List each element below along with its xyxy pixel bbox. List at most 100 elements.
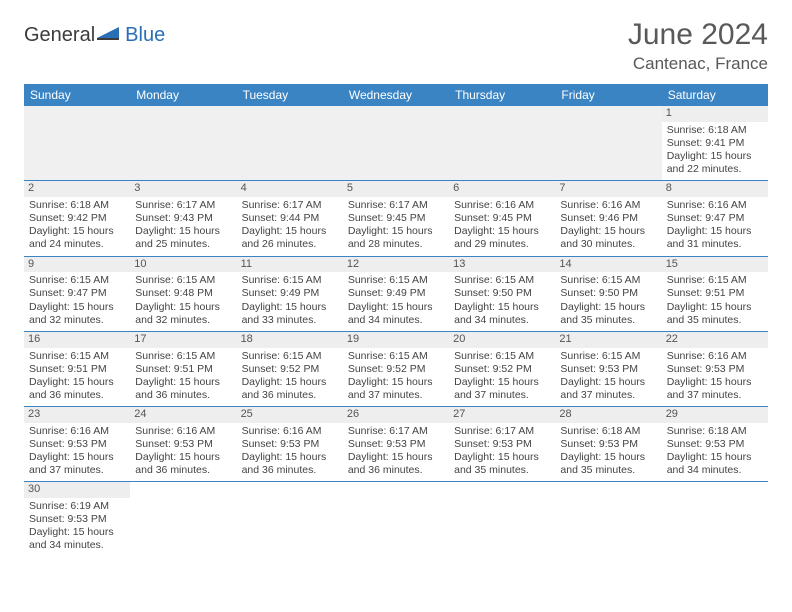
daylight-line: Daylight: 15 hours and 32 minutes. — [135, 301, 231, 327]
day-cell: 4Sunrise: 6:17 AMSunset: 9:44 PMDaylight… — [237, 181, 343, 256]
day-number: 30 — [24, 482, 130, 498]
day-info: Sunrise: 6:15 AMSunset: 9:50 PMDaylight:… — [453, 274, 551, 327]
sunrise-line: Sunrise: 6:16 AM — [242, 425, 338, 438]
sunset-line: Sunset: 9:53 PM — [454, 438, 550, 451]
sunrise-line: Sunrise: 6:15 AM — [135, 274, 231, 287]
daylight-line: Daylight: 15 hours and 36 minutes. — [135, 376, 231, 402]
weekday-header: Saturday — [662, 84, 768, 106]
weekday-header: Monday — [130, 84, 236, 106]
day-number: 6 — [449, 181, 555, 197]
calendar-row: 30 Sunrise: 6:19 AMSunset: 9:53 PMDayligh… — [24, 482, 768, 557]
daylight-line: Daylight: 15 hours and 34 minutes. — [454, 301, 550, 327]
day-number: 3 — [130, 181, 236, 197]
sunrise-line: Sunrise: 6:16 AM — [667, 199, 763, 212]
empty-cell — [130, 482, 236, 557]
sunrise-line: Sunrise: 6:16 AM — [135, 425, 231, 438]
calendar-row: 1Sunrise: 6:18 AMSunset: 9:41 PMDaylight… — [24, 106, 768, 181]
day-info: Sunrise: 6:16 AMSunset: 9:45 PMDaylight:… — [453, 199, 551, 252]
day-info: Sunrise: 6:15 AMSunset: 9:47 PMDaylight:… — [28, 274, 126, 327]
day-info: Sunrise: 6:16 AMSunset: 9:47 PMDaylight:… — [666, 199, 764, 252]
daylight-line: Daylight: 15 hours and 37 minutes. — [29, 451, 125, 477]
sunset-line: Sunset: 9:53 PM — [29, 438, 125, 451]
day-cell: 6 Sunrise: 6:16 AMSunset: 9:45 PMDaylight… — [449, 181, 555, 256]
day-number: 4 — [237, 181, 343, 197]
day-cell: 8Sunrise: 6:16 AMSunset: 9:47 PMDaylight… — [662, 181, 768, 256]
daylight-line: Daylight: 15 hours and 24 minutes. — [29, 225, 125, 251]
sunset-line: Sunset: 9:50 PM — [560, 287, 656, 300]
day-number: 13 — [449, 257, 555, 273]
day-number: 24 — [130, 407, 236, 423]
sunset-line: Sunset: 9:53 PM — [667, 438, 763, 451]
sunrise-line: Sunrise: 6:18 AM — [667, 425, 763, 438]
empty-cell — [237, 106, 343, 181]
daylight-line: Daylight: 15 hours and 37 minutes. — [560, 376, 656, 402]
sunrise-line: Sunrise: 6:15 AM — [242, 274, 338, 287]
day-cell: 22Sunrise: 6:16 AMSunset: 9:53 PMDayligh… — [662, 331, 768, 406]
sunrise-line: Sunrise: 6:17 AM — [135, 199, 231, 212]
day-number: 1 — [662, 106, 768, 122]
sunrise-line: Sunrise: 6:16 AM — [560, 199, 656, 212]
daylight-line: Daylight: 15 hours and 34 minutes. — [29, 526, 125, 552]
weekday-header: Thursday — [449, 84, 555, 106]
day-number: 20 — [449, 332, 555, 348]
calendar-row: 23Sunrise: 6:16 AMSunset: 9:53 PMDayligh… — [24, 407, 768, 482]
day-info: Sunrise: 6:18 AMSunset: 9:53 PMDaylight:… — [666, 425, 764, 478]
day-number: 16 — [24, 332, 130, 348]
day-cell: 3Sunrise: 6:17 AMSunset: 9:43 PMDaylight… — [130, 181, 236, 256]
day-number: 19 — [343, 332, 449, 348]
sunset-line: Sunset: 9:46 PM — [560, 212, 656, 225]
day-info: Sunrise: 6:15 AMSunset: 9:50 PMDaylight:… — [559, 274, 657, 327]
sunset-line: Sunset: 9:53 PM — [667, 363, 763, 376]
daylight-line: Daylight: 15 hours and 33 minutes. — [242, 301, 338, 327]
day-cell: 12Sunrise: 6:15 AMSunset: 9:49 PMDayligh… — [343, 256, 449, 331]
empty-cell — [555, 482, 661, 557]
sunset-line: Sunset: 9:42 PM — [29, 212, 125, 225]
day-cell: 11Sunrise: 6:15 AMSunset: 9:49 PMDayligh… — [237, 256, 343, 331]
sunset-line: Sunset: 9:52 PM — [348, 363, 444, 376]
day-info: Sunrise: 6:18 AMSunset: 9:53 PMDaylight:… — [559, 425, 657, 478]
empty-cell — [555, 106, 661, 181]
sunrise-line: Sunrise: 6:15 AM — [454, 274, 550, 287]
day-cell: 2 Sunrise: 6:18 AMSunset: 9:42 PMDaylight… — [24, 181, 130, 256]
day-cell: 7Sunrise: 6:16 AMSunset: 9:46 PMDaylight… — [555, 181, 661, 256]
weekday-header: Tuesday — [237, 84, 343, 106]
day-info: Sunrise: 6:15 AMSunset: 9:52 PMDaylight:… — [241, 350, 339, 403]
daylight-line: Daylight: 15 hours and 35 minutes. — [560, 451, 656, 477]
sunrise-line: Sunrise: 6:18 AM — [667, 124, 763, 137]
sunrise-line: Sunrise: 6:15 AM — [29, 274, 125, 287]
daylight-line: Daylight: 15 hours and 32 minutes. — [29, 301, 125, 327]
sunset-line: Sunset: 9:53 PM — [29, 513, 125, 526]
day-cell: 10Sunrise: 6:15 AMSunset: 9:48 PMDayligh… — [130, 256, 236, 331]
empty-cell — [449, 106, 555, 181]
empty-cell — [343, 482, 449, 557]
day-cell: 9Sunrise: 6:15 AMSunset: 9:47 PMDaylight… — [24, 256, 130, 331]
sunrise-line: Sunrise: 6:15 AM — [454, 350, 550, 363]
sunset-line: Sunset: 9:45 PM — [454, 212, 550, 225]
daylight-line: Daylight: 15 hours and 25 minutes. — [135, 225, 231, 251]
sunset-line: Sunset: 9:50 PM — [454, 287, 550, 300]
header: General Blue June 2024 Cantenac, France — [24, 18, 768, 74]
sunrise-line: Sunrise: 6:19 AM — [29, 500, 125, 513]
sunrise-line: Sunrise: 6:16 AM — [29, 425, 125, 438]
weekday-header: Wednesday — [343, 84, 449, 106]
sunset-line: Sunset: 9:45 PM — [348, 212, 444, 225]
day-info: Sunrise: 6:18 AMSunset: 9:42 PMDaylight:… — [28, 199, 126, 252]
daylight-line: Daylight: 15 hours and 34 minutes. — [348, 301, 444, 327]
day-cell: 20Sunrise: 6:15 AMSunset: 9:52 PMDayligh… — [449, 331, 555, 406]
day-info: Sunrise: 6:15 AMSunset: 9:49 PMDaylight:… — [347, 274, 445, 327]
day-number: 12 — [343, 257, 449, 273]
calendar-row: 16 Sunrise: 6:15 AMSunset: 9:51 PMDayligh… — [24, 331, 768, 406]
day-number: 14 — [555, 257, 661, 273]
daylight-line: Daylight: 15 hours and 35 minutes. — [454, 451, 550, 477]
day-info: Sunrise: 6:15 AMSunset: 9:51 PMDaylight:… — [28, 350, 126, 403]
day-number: 23 — [24, 407, 130, 423]
day-cell: 28Sunrise: 6:18 AMSunset: 9:53 PMDayligh… — [555, 407, 661, 482]
sunrise-line: Sunrise: 6:18 AM — [560, 425, 656, 438]
day-cell: 29Sunrise: 6:18 AMSunset: 9:53 PMDayligh… — [662, 407, 768, 482]
day-number: 9 — [24, 257, 130, 273]
day-number: 2 — [24, 181, 130, 197]
day-cell: 14Sunrise: 6:15 AMSunset: 9:50 PMDayligh… — [555, 256, 661, 331]
sunrise-line: Sunrise: 6:15 AM — [348, 274, 444, 287]
sunset-line: Sunset: 9:53 PM — [135, 438, 231, 451]
day-number: 10 — [130, 257, 236, 273]
